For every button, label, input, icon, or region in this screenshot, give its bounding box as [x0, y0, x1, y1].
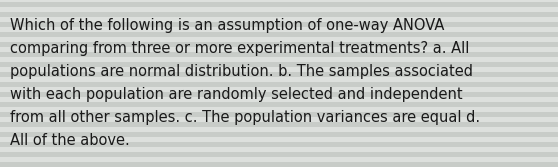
Bar [0, 27, 558, 32]
Text: with each population are randomly selected and independent: with each population are randomly select… [10, 87, 463, 102]
Bar [0, 47, 558, 52]
Bar [0, 82, 558, 87]
Bar [0, 2, 558, 7]
Bar [0, 107, 558, 112]
Bar [0, 7, 558, 12]
Bar [0, 67, 558, 72]
Bar [0, 32, 558, 37]
Bar [0, 102, 558, 107]
Bar [0, 97, 558, 102]
Bar [0, 137, 558, 142]
Bar [0, 52, 558, 57]
Bar [0, 12, 558, 17]
Bar [0, 42, 558, 47]
Bar [0, 147, 558, 152]
Bar [0, 112, 558, 117]
Bar [0, 17, 558, 22]
Text: All of the above.: All of the above. [10, 133, 130, 148]
Bar [0, 157, 558, 162]
Bar [0, 132, 558, 137]
Bar [0, 122, 558, 127]
Bar [0, 37, 558, 42]
Bar [0, 0, 558, 2]
Bar [0, 152, 558, 157]
Bar [0, 72, 558, 77]
Bar [0, 162, 558, 167]
Bar [0, 127, 558, 132]
Bar [0, 62, 558, 67]
Text: populations are normal distribution. b. The samples associated: populations are normal distribution. b. … [10, 64, 473, 79]
Bar [0, 117, 558, 122]
Text: Which of the following is an assumption of one-way ANOVA: Which of the following is an assumption … [10, 18, 444, 33]
Text: from all other samples. c. The population variances are equal d.: from all other samples. c. The populatio… [10, 110, 480, 125]
Bar [0, 22, 558, 27]
Bar [0, 92, 558, 97]
Bar [0, 77, 558, 82]
Text: comparing from three or more experimental treatments? a. All: comparing from three or more experimenta… [10, 41, 469, 56]
Bar [0, 142, 558, 147]
Bar [0, 57, 558, 62]
Bar [0, 87, 558, 92]
